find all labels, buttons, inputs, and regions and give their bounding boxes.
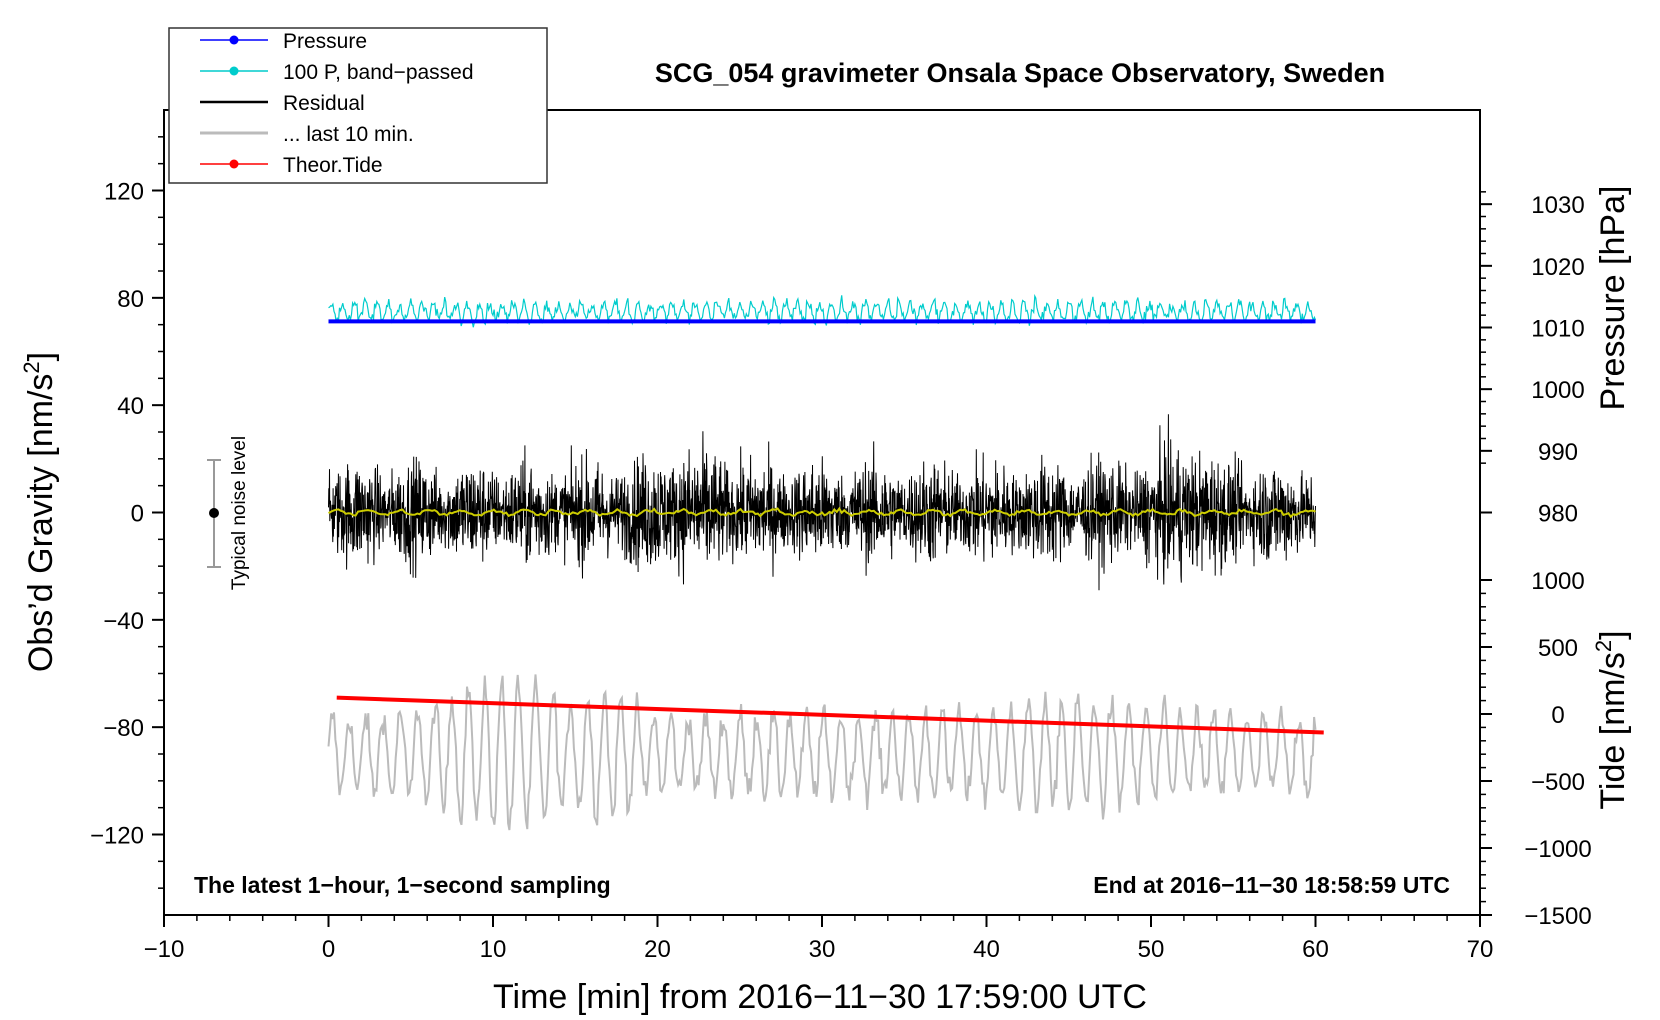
x-tick-label: 60 — [1302, 936, 1329, 963]
legend-marker-pressure — [229, 35, 239, 45]
y-axis-label-left-end: ] — [22, 352, 60, 361]
y-axis-label-left-sup: 2 — [19, 361, 44, 373]
pressure-tick-label: 990 — [1538, 439, 1578, 466]
x-tick-label: 40 — [973, 936, 1000, 963]
y-axis-label-tide-end: ] — [1594, 630, 1632, 639]
series-residual — [328, 414, 1316, 591]
pressure-tick-label: 1030 — [1531, 192, 1584, 219]
x-tick-label: 0 — [322, 936, 335, 963]
legend-label-last-10-min: ... last 10 min. — [283, 123, 414, 146]
chart-title: SCG_054 gravimeter Onsala Space Observat… — [655, 58, 1385, 88]
tide-tick-label: 0 — [1551, 702, 1564, 729]
legend: Pressure 100 P, band−passed Residual ...… — [168, 27, 548, 184]
y-axis-label-left: Obs’d Gravity [nm/s2] — [19, 352, 60, 672]
legend-box — [168, 27, 548, 184]
y-left-tick-label: 0 — [131, 501, 144, 528]
ticks-layer: −10 0 10 20 30 40 50 60 70−120−80−40040801209809… — [90, 136, 1592, 963]
series-band-passed — [328, 293, 1317, 328]
tide-tick-label: 500 — [1538, 635, 1578, 662]
y-left-tick-label: −120 — [90, 823, 144, 850]
legend-item-theor-tide: Theor.Tide — [200, 154, 383, 177]
noise-level-indicator: Typical noise level — [207, 436, 250, 590]
legend-label-theor-tide: Theor.Tide — [283, 154, 383, 177]
y-axis-label-tide-text: Tide [nm/s — [1594, 652, 1632, 809]
legend-marker-band-passed — [229, 66, 239, 76]
x-tick-label: 20 — [644, 936, 671, 963]
legend-label-band-passed: 100 P, band−passed — [283, 61, 474, 84]
noise-bar-center-dot — [209, 508, 219, 518]
legend-label-residual: Residual — [283, 92, 365, 115]
series-residual-smoothed — [328, 506, 1316, 519]
pressure-tick-label: 1000 — [1531, 377, 1584, 404]
x-axis-label: Time [min] from 2016−11−30 17:59:00 UTC — [493, 978, 1147, 1016]
series-last-10-min — [327, 674, 1317, 831]
y-left-tick-label: 40 — [117, 393, 144, 420]
y-left-tick-label: −40 — [103, 608, 144, 635]
pressure-tick-label: 1020 — [1531, 254, 1584, 281]
y-left-tick-label: 80 — [117, 286, 144, 313]
series-layer — [327, 293, 1324, 831]
series-theor-tide — [336, 695, 1324, 735]
x-tick-label: 50 — [1138, 936, 1165, 963]
noise-level-label: Typical noise level — [229, 436, 250, 590]
x-tick-label: 10 — [480, 936, 507, 963]
x-tick-label: 70 — [1467, 936, 1494, 963]
legend-item-pressure: Pressure — [200, 30, 367, 53]
y-left-tick-label: 120 — [104, 179, 144, 206]
legend-marker-theor-tide — [229, 159, 239, 169]
y-axis-label-tide: Tide [nm/s2] — [1591, 630, 1632, 809]
y-axis-label-tide-sup: 2 — [1591, 640, 1616, 652]
y-axis-label-left-text: Obs’d Gravity [nm/s — [22, 374, 60, 673]
y-left-tick-label: −80 — [103, 715, 144, 742]
pressure-tick-label: 980 — [1538, 501, 1578, 528]
legend-item-last-10-min: ... last 10 min. — [200, 123, 414, 146]
tide-tick-label: −1500 — [1524, 903, 1591, 930]
tide-tick-label: −500 — [1531, 769, 1585, 796]
x-tick-label: −10 — [144, 936, 185, 963]
tide-tick-label: −1000 — [1524, 836, 1591, 863]
legend-label-pressure: Pressure — [283, 30, 367, 53]
pressure-tick-label: 1010 — [1531, 316, 1584, 343]
legend-item-residual: Residual — [200, 92, 365, 115]
legend-item-band-passed: 100 P, band−passed — [200, 61, 474, 84]
annotation-bottom-right: End at 2016−11−30 18:58:59 UTC — [1093, 872, 1450, 898]
x-tick-label: 30 — [809, 936, 836, 963]
annotation-bottom-left: The latest 1−hour, 1−second sampling — [194, 872, 611, 898]
tide-tick-label: 1000 — [1531, 568, 1584, 595]
y-axis-label-pressure: Pressure [hPa] — [1594, 186, 1632, 411]
